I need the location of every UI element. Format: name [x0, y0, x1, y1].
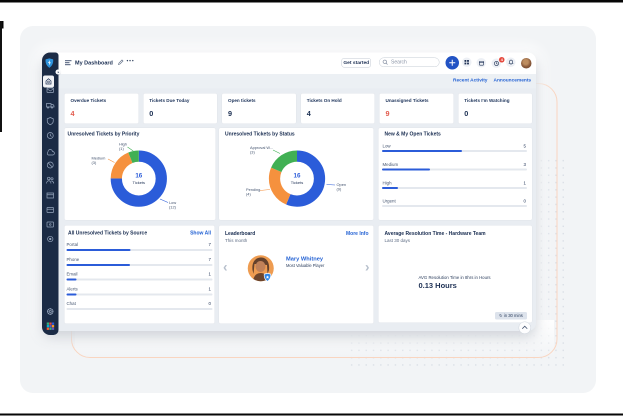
- svg-text:(1): (1): [119, 146, 124, 151]
- svg-text:(3): (3): [92, 160, 97, 165]
- svg-text:Tickets: Tickets: [291, 180, 304, 185]
- svg-text:Approval W...: Approval W...: [250, 145, 273, 150]
- svg-text:High: High: [119, 142, 127, 147]
- svg-text:Medium: Medium: [92, 156, 106, 161]
- svg-text:(12): (12): [169, 205, 177, 210]
- svg-text:(9): (9): [337, 187, 342, 192]
- svg-text:(4): (4): [246, 192, 251, 197]
- svg-text:Pending: Pending: [246, 187, 260, 192]
- svg-text:Tickets: Tickets: [133, 180, 146, 185]
- svg-text:Low: Low: [169, 200, 176, 205]
- svg-text:Open: Open: [337, 182, 347, 187]
- svg-text:16: 16: [294, 173, 301, 180]
- svg-text:16: 16: [135, 173, 142, 180]
- svg-text:(3): (3): [250, 150, 255, 155]
